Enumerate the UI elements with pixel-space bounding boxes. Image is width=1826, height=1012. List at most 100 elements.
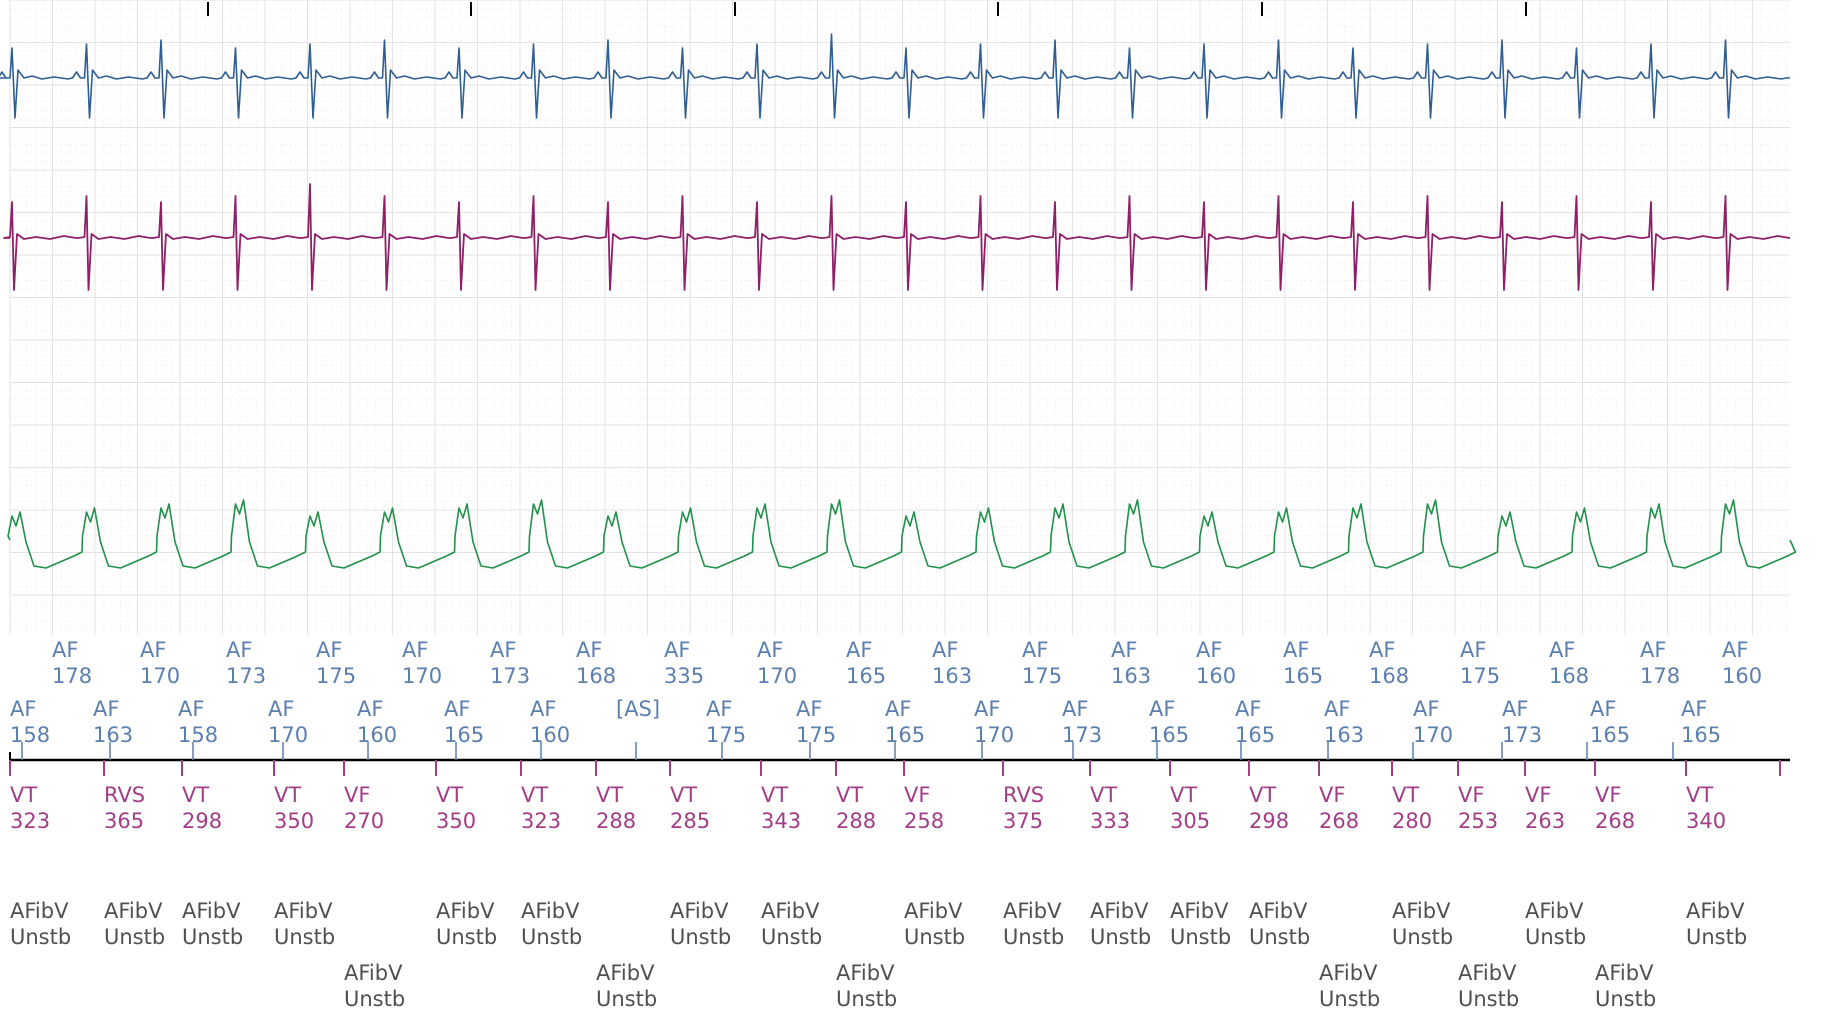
atrial-marker-value: 175 <box>1022 664 1063 688</box>
atrial-marker: AF 160 <box>1722 637 1762 689</box>
ventricular-marker: RVS 375 <box>1003 782 1044 834</box>
ventricular-marker: VF 253 <box>1458 782 1498 834</box>
atrial-marker-label: AF <box>1413 697 1440 721</box>
ventricular-marker-label: RVS <box>1003 783 1045 807</box>
ventricular-marker-value: 288 <box>836 809 877 833</box>
rhythm-marker: AFibV Unstb <box>182 898 243 950</box>
atrial-marker-value: 168 <box>1549 664 1590 688</box>
rhythm-marker-label: AFibV <box>836 961 895 985</box>
atrial-marker: AF 168 <box>576 637 616 689</box>
ventricular-marker-label: VT <box>1249 783 1277 807</box>
atrial-marker: AF 173 <box>226 637 266 689</box>
rhythm-marker-label: AFibV <box>670 899 729 923</box>
atrial-marker: AF 158 <box>10 696 50 748</box>
rhythm-marker-label: AFibV <box>436 899 495 923</box>
rhythm-marker-label: AFibV <box>596 961 655 985</box>
ventricular-marker-value: 298 <box>1249 809 1290 833</box>
atrial-marker: AF 173 <box>1502 696 1542 748</box>
ventricular-marker: VF 268 <box>1319 782 1359 834</box>
rhythm-marker-value: Unstb <box>836 987 898 1011</box>
ventricular-marker: VT 280 <box>1392 782 1432 834</box>
ventricular-marker-value: 350 <box>436 809 477 833</box>
ventricular-marker-label: VT <box>1686 783 1714 807</box>
atrial-marker: AF 165 <box>1149 696 1189 748</box>
atrial-marker: AF 163 <box>1111 637 1151 689</box>
ventricular-marker: VT 323 <box>10 782 50 834</box>
atrial-marker-label: AF <box>268 697 295 721</box>
rhythm-marker-label: AFibV <box>761 899 820 923</box>
atrial-marker-label: AF <box>1722 638 1749 662</box>
atrial-marker: AF 178 <box>1640 637 1680 689</box>
rhythm-marker-label: AFibV <box>182 899 241 923</box>
rhythm-marker: AFibV Unstb <box>10 898 71 950</box>
ventricular-marker: VF 270 <box>344 782 384 834</box>
ventricular-marker: VT 298 <box>1249 782 1289 834</box>
atrial-marker-label: AF <box>885 697 912 721</box>
atrial-marker-label: AF <box>226 638 253 662</box>
ventricular-marker: VT 323 <box>521 782 561 834</box>
rhythm-marker: AFibV Unstb <box>344 960 405 1012</box>
ventricular-marker-label: VT <box>596 783 624 807</box>
ventricular-marker: VF 263 <box>1525 782 1565 834</box>
rhythm-marker-value: Unstb <box>10 925 72 949</box>
rhythm-marker: AFibV Unstb <box>436 898 497 950</box>
ventricular-marker-label: VT <box>836 783 864 807</box>
rhythm-marker-value: Unstb <box>1392 925 1454 949</box>
rhythm-marker-value: Unstb <box>1595 987 1657 1011</box>
atrial-marker-label: AF <box>1460 638 1487 662</box>
rhythm-marker-label: AFibV <box>1170 899 1229 923</box>
rhythm-marker: AFibV Unstb <box>596 960 657 1012</box>
atrial-marker-label: AF <box>757 638 784 662</box>
atrial-marker: AF 175 <box>706 696 746 748</box>
ventricular-marker: VF 258 <box>904 782 944 834</box>
ventricular-marker-label: VT <box>1170 783 1198 807</box>
atrial-marker-value: 165 <box>444 723 485 747</box>
atrial-marker-label: AF <box>402 638 429 662</box>
atrial-marker-value: 175 <box>316 664 357 688</box>
atrial-marker: AF 335 <box>664 637 704 689</box>
atrial-marker-label: AF <box>706 697 733 721</box>
ventricular-marker-value: 350 <box>274 809 315 833</box>
rhythm-marker-value: Unstb <box>670 925 732 949</box>
atrial-marker-label: AF <box>932 638 959 662</box>
atrial-marker-value: 170 <box>1413 723 1454 747</box>
ventricular-marker-label: VT <box>670 783 698 807</box>
rhythm-marker: AFibV Unstb <box>1595 960 1656 1012</box>
ventricular-marker-value: 333 <box>1090 809 1131 833</box>
ventricular-marker-label: RVS <box>104 783 146 807</box>
ventricular-marker-value: 270 <box>344 809 385 833</box>
rhythm-marker-value: Unstb <box>1458 987 1520 1011</box>
atrial-marker-label: [AS] <box>616 697 661 721</box>
ventricular-marker-label: VF <box>1319 783 1346 807</box>
rhythm-marker: AFibV Unstb <box>274 898 335 950</box>
atrial-marker-value: 170 <box>268 723 309 747</box>
ventricular-marker: VT 343 <box>761 782 801 834</box>
atrial-marker-label: AF <box>1022 638 1049 662</box>
atrial-marker: AF 170 <box>402 637 442 689</box>
atrial-marker-value: 178 <box>52 664 93 688</box>
atrial-marker-value: 165 <box>1590 723 1631 747</box>
atrial-marker-label: AF <box>576 638 603 662</box>
atrial-marker-value: 158 <box>178 723 219 747</box>
ventricular-marker-label: VT <box>182 783 210 807</box>
atrial-marker: AF 168 <box>1549 637 1589 689</box>
atrial-marker-label: AF <box>1149 697 1176 721</box>
ventricular-marker-label: VF <box>904 783 931 807</box>
rhythm-marker-value: Unstb <box>761 925 823 949</box>
atrial-marker-value: 170 <box>402 664 443 688</box>
rhythm-marker-value: Unstb <box>1525 925 1587 949</box>
atrial-marker-label: AF <box>140 638 167 662</box>
atrial-marker: AF 170 <box>757 637 797 689</box>
ventricular-marker-value: 258 <box>904 809 945 833</box>
rhythm-marker-value: Unstb <box>1249 925 1311 949</box>
ventricular-marker-value: 375 <box>1003 809 1044 833</box>
rhythm-marker-label: AFibV <box>904 899 963 923</box>
atrial-marker-value: 173 <box>226 664 267 688</box>
ventricular-marker: VT 333 <box>1090 782 1130 834</box>
rhythm-marker-value: Unstb <box>1170 925 1232 949</box>
atrial-marker-value: 178 <box>1640 664 1681 688</box>
atrial-marker-value: 163 <box>93 723 134 747</box>
atrial-marker: AF 165 <box>1283 637 1323 689</box>
atrial-marker-value: 168 <box>576 664 617 688</box>
ventricular-marker-label: VT <box>1090 783 1118 807</box>
